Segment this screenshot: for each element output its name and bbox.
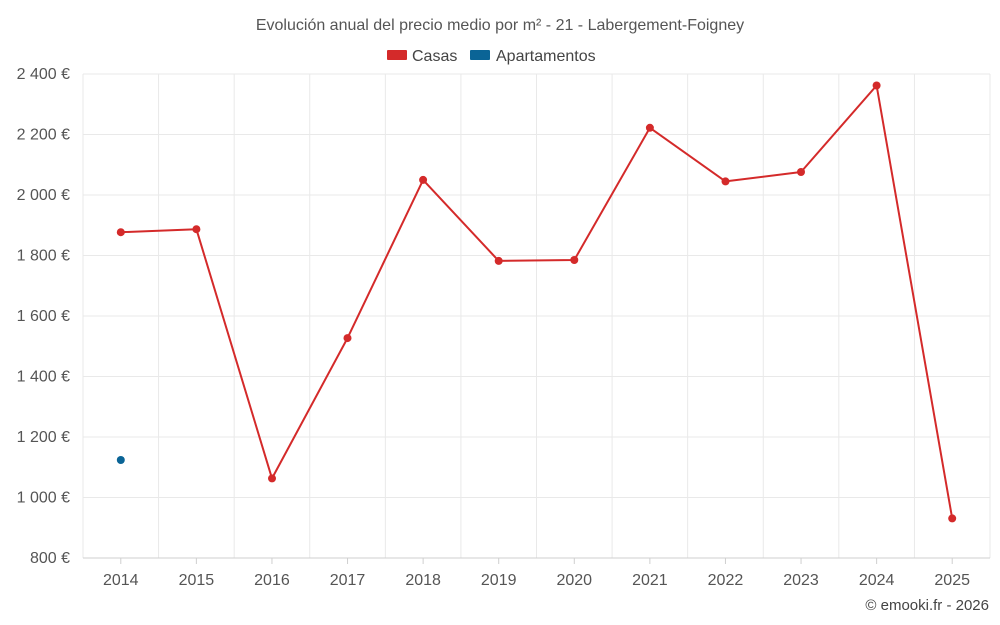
y-tick-label: 1 600 €	[17, 308, 70, 325]
x-axis-ticks: 2014 2015 2016 2017 2018 2019 2020 2021 2022 2023…	[103, 558, 970, 589]
x-tick-label: 2017	[330, 572, 366, 589]
x-tick-label: 2015	[179, 572, 215, 589]
legend-label-casas: Casas	[412, 48, 457, 65]
data-point-casas-2022[interactable]	[721, 177, 730, 186]
y-tick-label: 2 400 €	[17, 66, 70, 83]
data-point-casas-2015[interactable]	[192, 225, 201, 234]
legend: Casas Apartamentos	[387, 48, 596, 65]
x-tick-label: 2019	[481, 572, 517, 589]
series-layer	[116, 81, 957, 523]
series-line-casas	[120, 84, 954, 519]
legend-swatch-apartamentos	[470, 50, 490, 60]
y-axis-ticks: 800 € 1 000 € 1 200 € 1 400 € 1 600 € 1 800 €…	[17, 66, 70, 567]
legend-item-apartamentos[interactable]: Apartamentos	[470, 48, 596, 65]
data-point-casas-2020[interactable]	[570, 256, 579, 264]
data-point-casas-2025[interactable]	[948, 514, 957, 523]
legend-item-casas[interactable]: Casas	[387, 48, 457, 65]
x-tick-label: 2014	[103, 572, 139, 589]
data-point-apartamentos-2014[interactable]	[116, 456, 125, 464]
data-point-casas-2024[interactable]	[872, 81, 881, 90]
x-tick-label: 2018	[405, 572, 441, 589]
data-point-casas-2016[interactable]	[268, 474, 276, 483]
y-tick-label: 1 000 €	[17, 490, 70, 507]
data-point-casas-2023[interactable]	[797, 168, 805, 176]
y-tick-label: 1 800 €	[17, 248, 70, 265]
y-tick-label: 1 400 €	[17, 369, 70, 386]
x-tick-label: 2025	[934, 572, 970, 589]
x-tick-label: 2020	[556, 572, 592, 589]
data-point-casas-2018[interactable]	[419, 175, 428, 184]
y-tick-label: 2 200 €	[17, 127, 70, 144]
x-tick-label: 2023	[783, 572, 819, 589]
data-point-casas-2021[interactable]	[645, 123, 654, 132]
credit-text: © emooki.fr - 2026	[865, 597, 989, 614]
x-tick-label: 2021	[632, 572, 668, 589]
data-point-casas-2019[interactable]	[494, 256, 503, 265]
legend-label-apartamentos: Apartamentos	[496, 48, 596, 65]
grid	[82, 73, 991, 558]
chart-title: Evolución anual del precio medio por m² …	[256, 17, 744, 34]
y-tick-label: 800 €	[30, 550, 70, 567]
x-tick-label: 2022	[708, 572, 744, 589]
x-tick-label: 2016	[254, 572, 290, 589]
y-tick-label: 2 000 €	[17, 187, 70, 204]
data-point-casas-2014[interactable]	[116, 228, 125, 237]
data-point-casas-2017[interactable]	[343, 334, 352, 343]
legend-swatch-casas	[387, 50, 407, 60]
x-tick-label: 2024	[859, 572, 895, 589]
y-tick-label: 1 200 €	[17, 429, 70, 446]
